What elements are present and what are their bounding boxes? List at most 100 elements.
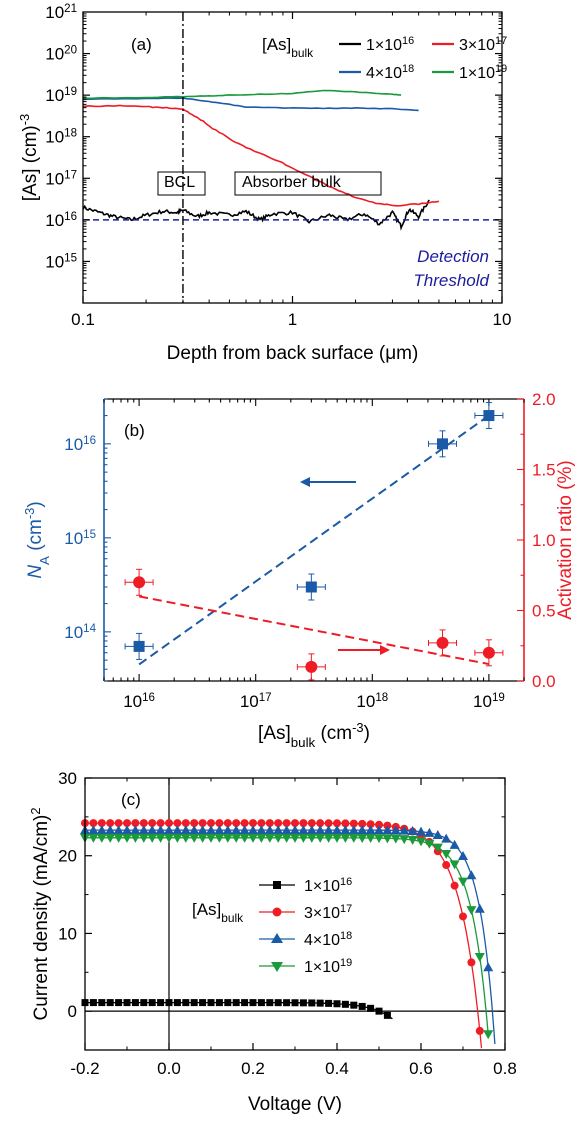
left-axis-arrowhead bbox=[300, 477, 310, 487]
marker-triangle-down bbox=[432, 843, 443, 853]
x-axis-label: Depth from back surface (μm) bbox=[167, 343, 419, 364]
region-box bbox=[157, 171, 206, 196]
legend-entry: 1×1019 bbox=[459, 63, 507, 82]
marker-square bbox=[308, 999, 316, 1007]
marker-triangle-down bbox=[256, 833, 267, 843]
legend-entry: 4×1018 bbox=[366, 63, 414, 82]
series-line-blue bbox=[82, 97, 419, 112]
right-tick-label: 1.0 bbox=[532, 531, 556, 550]
left-axis-label: NA (cm-3) bbox=[22, 501, 52, 578]
left-tick-label: 1015 bbox=[64, 529, 96, 548]
marker-square bbox=[165, 999, 173, 1007]
marker-triangle-down bbox=[449, 860, 460, 870]
marker-triangle-up bbox=[273, 825, 284, 835]
marker-circle bbox=[215, 819, 224, 828]
marker-triangle-up bbox=[164, 825, 174, 835]
legend-marker-triangle-up bbox=[271, 933, 283, 943]
data-point-square bbox=[133, 640, 145, 652]
marker-circle bbox=[341, 819, 350, 828]
marker-triangle-up bbox=[290, 825, 300, 835]
marker-square bbox=[232, 999, 240, 1007]
marker-square bbox=[157, 999, 165, 1007]
x-tick-label: 0.2 bbox=[241, 1059, 265, 1078]
marker-circle bbox=[165, 819, 173, 828]
x-tick-label: 0.4 bbox=[325, 1059, 349, 1078]
marker-circle bbox=[190, 819, 199, 828]
marker-circle bbox=[316, 819, 325, 828]
marker-triangle-up bbox=[248, 825, 258, 835]
marker-triangle-down bbox=[214, 833, 225, 843]
detection-threshold-label: Threshold bbox=[413, 271, 489, 290]
marker-triangle-down bbox=[273, 833, 284, 843]
y-tick-label: 1021 bbox=[45, 3, 77, 22]
marker-square bbox=[182, 999, 190, 1007]
marker-triangle-up bbox=[147, 825, 158, 835]
marker-circle bbox=[207, 819, 215, 828]
fit-line-red bbox=[138, 595, 490, 666]
marker-triangle-up bbox=[206, 825, 216, 835]
marker-triangle-down bbox=[105, 833, 116, 843]
marker-triangle-up bbox=[256, 825, 267, 835]
marker-triangle-up bbox=[113, 825, 124, 835]
marker-circle bbox=[123, 819, 131, 828]
marker-triangle-down bbox=[348, 833, 359, 843]
marker-triangle-up bbox=[214, 825, 225, 835]
y-tick-label: 1015 bbox=[45, 252, 77, 271]
right-tick-label: 2.0 bbox=[532, 390, 556, 409]
marker-circle bbox=[106, 819, 115, 828]
marker-triangle-down bbox=[122, 833, 132, 843]
marker-square bbox=[325, 999, 333, 1007]
y-tick-label: 20 bbox=[58, 847, 77, 866]
marker-square bbox=[291, 999, 299, 1007]
marker-triangle-up bbox=[306, 825, 317, 835]
x-tick-label: 0.1 bbox=[71, 310, 95, 329]
marker-triangle-up bbox=[348, 825, 359, 835]
marker-triangle-down bbox=[180, 833, 191, 843]
marker-triangle-down bbox=[424, 839, 435, 849]
marker-circle bbox=[89, 819, 98, 828]
marker-triangle-up bbox=[474, 903, 485, 913]
marker-triangle-down bbox=[155, 833, 166, 843]
marker-triangle-up bbox=[441, 833, 452, 843]
marker-circle bbox=[240, 819, 249, 828]
marker-triangle-down bbox=[483, 1030, 494, 1040]
marker-circle bbox=[173, 819, 182, 828]
marker-square bbox=[333, 1000, 341, 1008]
marker-triangle-down bbox=[164, 833, 174, 843]
legend-entry: 1×1016 bbox=[366, 35, 414, 54]
marker-circle bbox=[257, 819, 266, 828]
marker-triangle-up bbox=[172, 825, 183, 835]
marker-circle bbox=[375, 820, 383, 829]
data-point-square bbox=[437, 438, 449, 450]
marker-square bbox=[224, 999, 232, 1007]
marker-circle bbox=[307, 819, 316, 828]
x-tick-label: 1018 bbox=[356, 692, 388, 711]
marker-triangle-down bbox=[474, 952, 485, 962]
legend-entry: 3×1017 bbox=[459, 35, 507, 54]
x-tick-label: -0.2 bbox=[70, 1059, 99, 1078]
marker-triangle-up bbox=[340, 825, 351, 835]
x-tick-label: 1 bbox=[288, 310, 297, 329]
marker-triangle-up bbox=[189, 825, 200, 835]
marker-triangle-down bbox=[239, 833, 250, 843]
marker-circle bbox=[148, 819, 157, 828]
marker-circle bbox=[114, 819, 123, 828]
x-tick-label: 1019 bbox=[473, 692, 505, 711]
jv-curve-red bbox=[85, 822, 483, 1049]
marker-triangle-down bbox=[399, 835, 410, 845]
detection-threshold-label: Detection bbox=[417, 247, 489, 266]
plot-frame bbox=[84, 777, 506, 1051]
marker-triangle-up bbox=[416, 826, 426, 836]
y-tick-label: 10 bbox=[58, 924, 77, 943]
marker-circle bbox=[282, 819, 291, 828]
right-tick-label: 0.0 bbox=[532, 672, 556, 691]
marker-circle bbox=[442, 861, 451, 870]
marker-square bbox=[98, 999, 106, 1007]
marker-circle bbox=[223, 819, 232, 828]
marker-triangle-down bbox=[416, 837, 426, 847]
region-box bbox=[234, 171, 382, 196]
data-point-circle bbox=[133, 576, 146, 589]
legend-entry: 3×1017 bbox=[304, 903, 352, 922]
marker-square bbox=[123, 999, 131, 1007]
